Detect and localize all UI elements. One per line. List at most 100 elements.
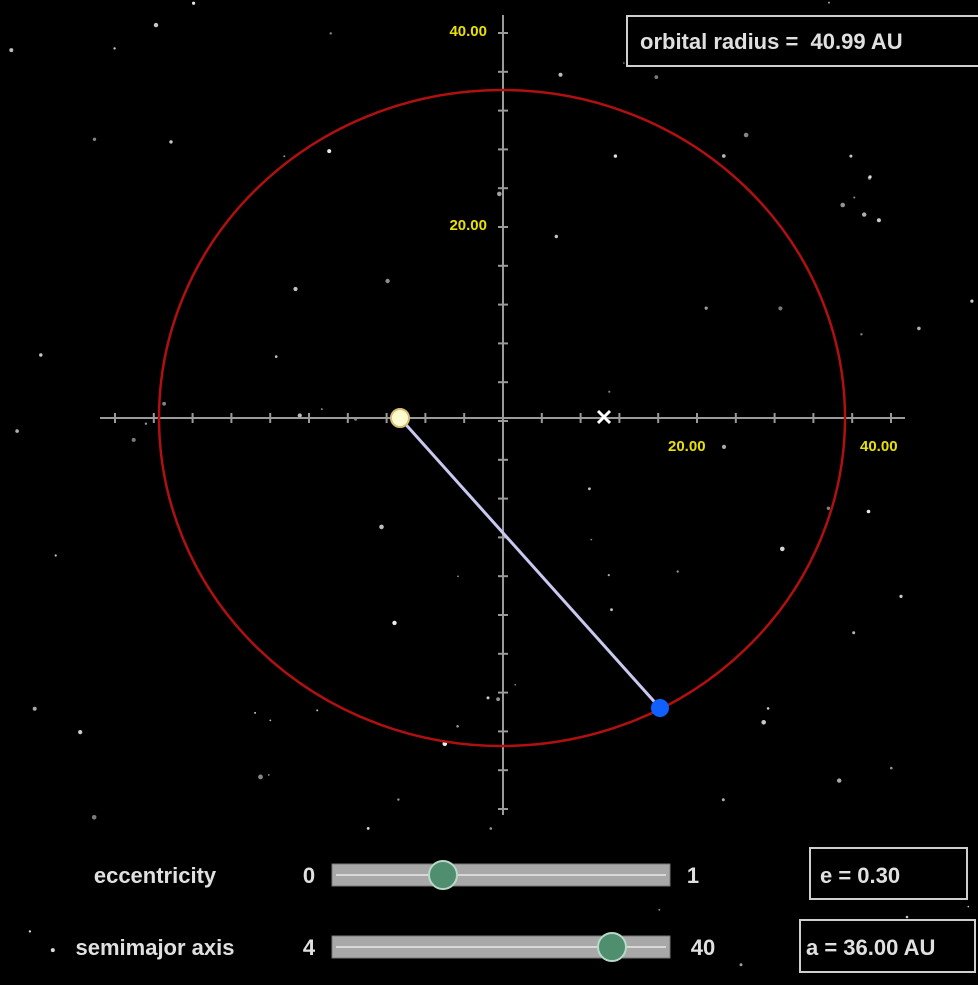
star <box>970 300 973 303</box>
star <box>275 355 278 358</box>
star <box>899 595 902 598</box>
star <box>51 948 55 952</box>
star <box>55 554 57 556</box>
star <box>254 712 256 714</box>
star <box>890 767 893 770</box>
star <box>330 32 332 34</box>
star <box>457 576 459 578</box>
y-axis-label: 40.00 <box>449 23 487 40</box>
slider-value: a = 36.00 AU <box>806 935 935 960</box>
slider-thumb[interactable] <box>598 933 626 961</box>
star <box>154 23 158 27</box>
star <box>192 2 195 5</box>
star <box>397 798 399 800</box>
star <box>316 709 318 711</box>
star <box>132 438 136 442</box>
star <box>827 507 830 510</box>
star <box>590 539 592 541</box>
star <box>9 48 13 52</box>
star <box>860 333 862 335</box>
slider-value: e = 0.30 <box>820 863 900 888</box>
star <box>837 778 841 782</box>
y-axis-label: 20.00 <box>449 217 487 234</box>
star-field <box>9 2 973 967</box>
star <box>828 2 830 4</box>
star <box>767 707 770 710</box>
slider-min: 4 <box>303 935 316 960</box>
star <box>269 720 271 722</box>
star <box>497 192 502 197</box>
star <box>392 621 396 625</box>
star <box>258 775 263 780</box>
slider-min: 0 <box>303 863 315 888</box>
star <box>917 327 921 331</box>
star <box>722 154 726 158</box>
star <box>840 203 845 208</box>
star <box>658 909 660 911</box>
star <box>610 608 613 611</box>
star <box>514 684 516 686</box>
star <box>293 287 297 291</box>
star <box>162 402 166 406</box>
star <box>321 408 323 410</box>
star <box>906 916 909 919</box>
star <box>588 487 591 490</box>
star <box>877 218 881 222</box>
star <box>113 47 115 49</box>
star <box>654 75 658 79</box>
star <box>78 730 82 734</box>
star <box>379 525 384 530</box>
star <box>487 696 490 699</box>
star <box>385 279 389 283</box>
star <box>327 149 331 153</box>
star <box>456 725 459 728</box>
star <box>15 429 19 433</box>
star <box>744 133 749 138</box>
star <box>722 798 725 801</box>
star <box>496 697 500 701</box>
star <box>778 306 782 310</box>
sun <box>391 409 409 427</box>
slider-label: semimajor axis <box>76 935 235 960</box>
x-axis-label: 40.00 <box>860 438 898 455</box>
star <box>722 445 726 449</box>
slider-label: eccentricity <box>94 863 217 888</box>
star <box>39 353 42 356</box>
star <box>298 413 302 417</box>
star <box>608 391 610 393</box>
planet[interactable] <box>651 699 669 717</box>
x-axis-label: 20.00 <box>668 438 706 455</box>
star <box>780 547 785 552</box>
star <box>92 815 97 820</box>
orbit-simulator: 40.00 20.00 20.00 40.00 orbital radius =… <box>0 0 978 985</box>
slider-thumb[interactable] <box>429 861 457 889</box>
star <box>862 212 866 216</box>
star <box>608 574 610 576</box>
star <box>740 963 743 966</box>
star <box>367 827 370 830</box>
star <box>93 138 96 141</box>
star <box>761 720 766 725</box>
star <box>852 631 855 634</box>
star <box>968 906 970 908</box>
star <box>29 930 31 932</box>
slider-max: 1 <box>687 863 699 888</box>
orbital-radius-readout: orbital radius = 40.99 AU <box>640 29 903 54</box>
star <box>869 175 872 178</box>
simulation-view: 40.00 20.00 20.00 40.00 orbital radius =… <box>0 0 978 985</box>
star <box>268 774 270 776</box>
star <box>559 73 563 77</box>
star <box>490 827 493 830</box>
star <box>623 62 625 64</box>
star <box>169 140 172 143</box>
star <box>867 510 871 514</box>
star <box>614 154 617 157</box>
star <box>677 570 679 572</box>
star <box>33 707 37 711</box>
star <box>145 423 147 425</box>
star <box>555 235 558 238</box>
radius-line <box>400 418 660 708</box>
star <box>849 155 852 158</box>
star <box>853 197 855 199</box>
star <box>705 307 708 310</box>
